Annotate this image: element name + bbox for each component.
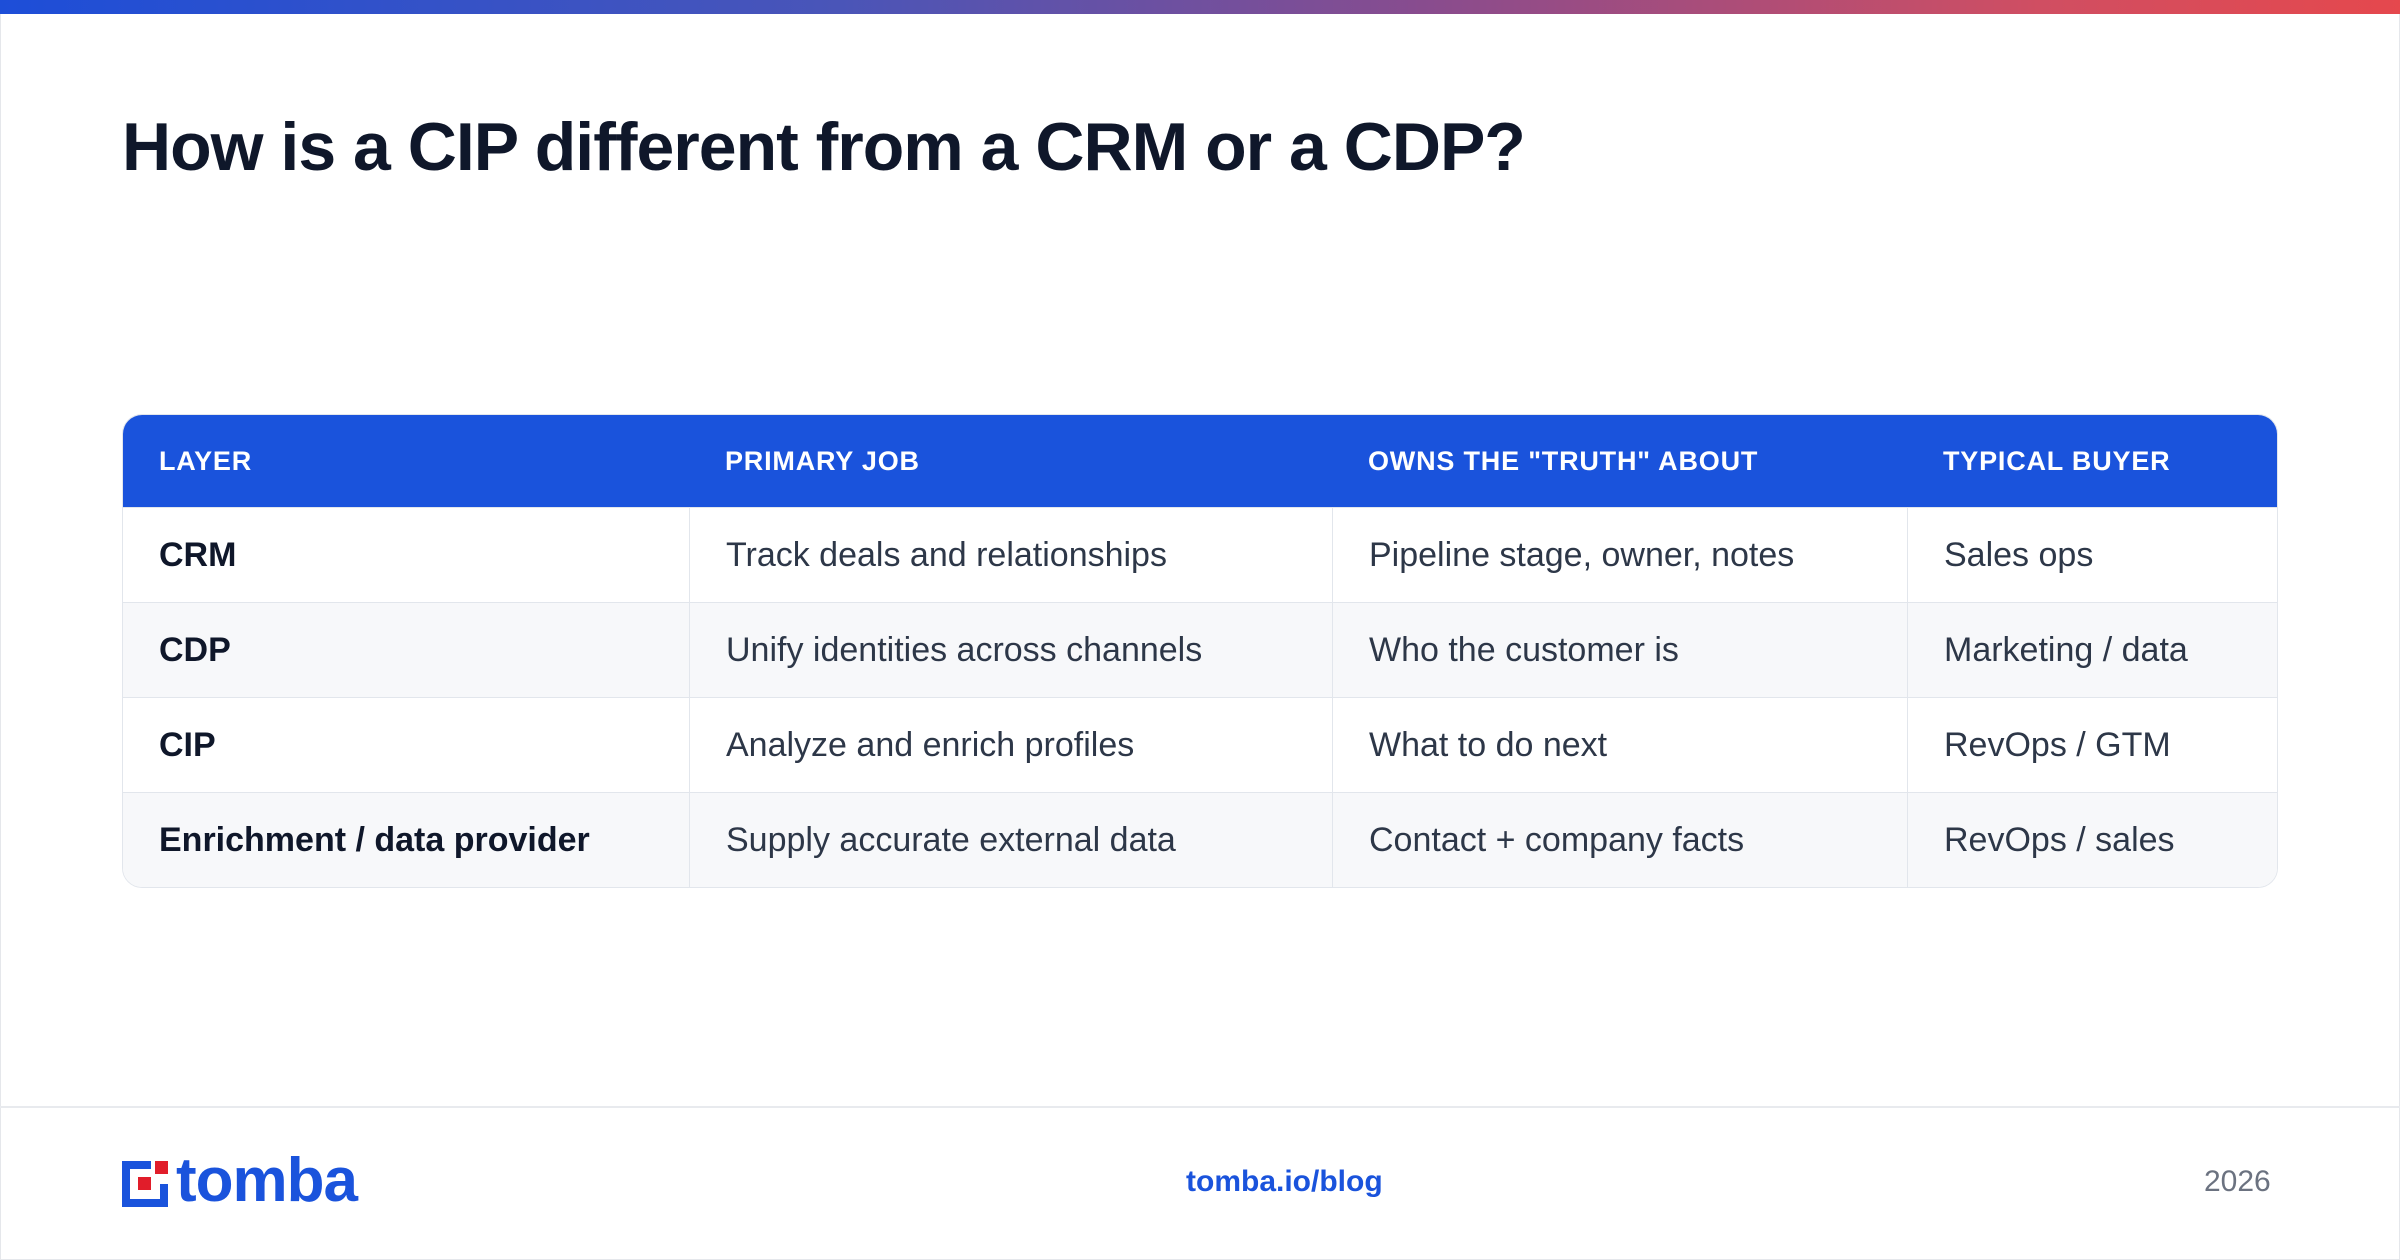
- header-typical-buyer: TYPICAL BUYER: [1943, 445, 2171, 476]
- cell-primary-job: Supply accurate external data: [689, 793, 1332, 887]
- cell-typical-buyer: Sales ops: [1907, 508, 2277, 602]
- gradient-top-bar: [0, 0, 2400, 14]
- table-row: CDP Unify identities across channels Who…: [123, 602, 2277, 697]
- cell-layer: Enrichment / data provider: [159, 820, 590, 859]
- cell-primary-job: Analyze and enrich profiles: [689, 698, 1332, 792]
- blog-link[interactable]: tomba.io/blog: [1186, 1165, 1383, 1198]
- cell-primary-job: Unify identities across channels: [689, 603, 1332, 697]
- cell-primary-job: Track deals and relationships: [689, 508, 1332, 602]
- table-header: LAYER PRIMARY JOB OWNS THE "TRUTH" ABOUT…: [123, 415, 2277, 507]
- tomba-logo[interactable]: tomba: [122, 1150, 358, 1212]
- cell-typical-buyer: RevOps / sales: [1907, 793, 2277, 887]
- cell-owns-truth: Who the customer is: [1332, 603, 1907, 697]
- footer-divider: [0, 1106, 2400, 1108]
- table-row: Enrichment / data provider Supply accura…: [123, 792, 2277, 887]
- header-owns-truth: OWNS THE "TRUTH" ABOUT: [1368, 445, 1759, 476]
- tomba-logo-icon: [122, 1161, 168, 1207]
- table-row: CIP Analyze and enrich profiles What to …: [123, 697, 2277, 792]
- table-row: CRM Track deals and relationships Pipeli…: [123, 507, 2277, 602]
- cell-owns-truth: What to do next: [1332, 698, 1907, 792]
- page-title: How is a CIP different from a CRM or a C…: [122, 109, 1526, 185]
- footer-year: 2026: [2204, 1165, 2271, 1198]
- logo-wordmark: tomba: [176, 1146, 358, 1215]
- cell-layer: CDP: [159, 630, 231, 669]
- cell-typical-buyer: RevOps / GTM: [1907, 698, 2277, 792]
- cell-layer: CRM: [159, 535, 237, 574]
- cell-typical-buyer: Marketing / data: [1907, 603, 2277, 697]
- header-layer: LAYER: [159, 445, 253, 476]
- comparison-table: LAYER PRIMARY JOB OWNS THE "TRUTH" ABOUT…: [122, 414, 2278, 888]
- cell-owns-truth: Contact + company facts: [1332, 793, 1907, 887]
- header-primary-job: PRIMARY JOB: [725, 445, 920, 476]
- cell-layer: CIP: [159, 725, 216, 764]
- cell-owns-truth: Pipeline stage, owner, notes: [1332, 508, 1907, 602]
